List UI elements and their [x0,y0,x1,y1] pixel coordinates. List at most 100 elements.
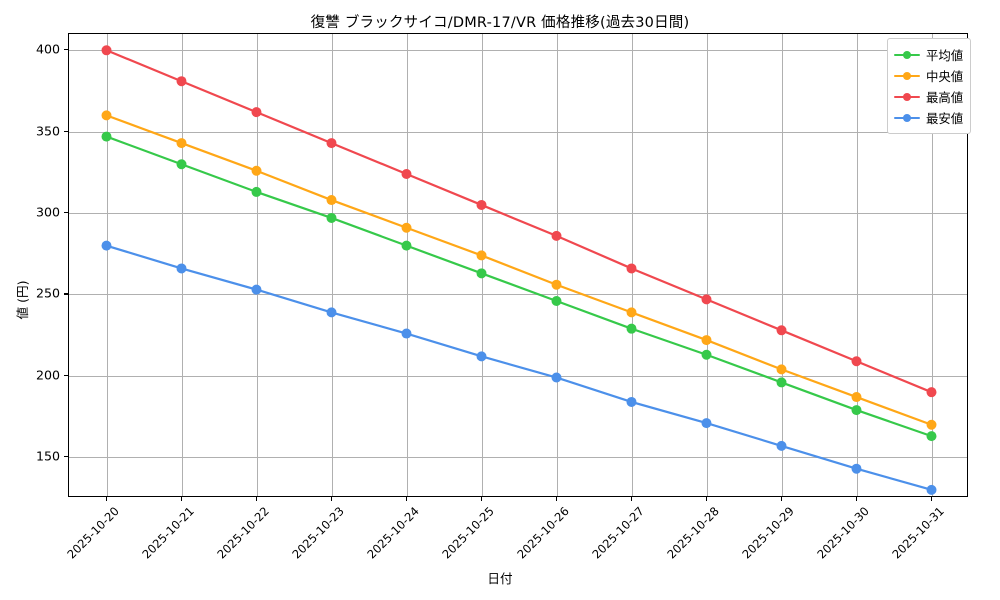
series-line [105,244,933,491]
data-point-marker [626,263,637,274]
gridline-vertical [706,34,708,496]
legend-label: 中央値 [926,68,964,84]
chart-legend: 平均値中央値最高値最安値 [887,38,972,134]
x-tick-mark [405,497,407,501]
y-tick-mark [64,374,68,376]
data-point-marker [251,284,262,295]
y-tick-mark [64,212,68,214]
data-point-marker [776,364,787,375]
data-point-marker [101,131,112,142]
gridline-horizontal [69,131,967,133]
series-lines-and-markers [101,45,937,495]
data-point-marker [476,351,487,362]
gridline-vertical [781,34,783,496]
gridline-horizontal [69,294,967,296]
legend-label: 平均値 [926,47,964,63]
data-point-marker [251,165,262,176]
data-point-marker [176,263,187,274]
x-tick-mark [705,497,707,501]
gridline-vertical [256,34,258,496]
x-tick-mark [105,497,107,501]
y-tick-label: 350 [35,123,60,139]
data-point-marker [926,431,937,442]
x-tick-mark [855,497,857,501]
data-point-marker [776,325,787,336]
data-point-marker [101,45,112,56]
y-tick-mark [64,49,68,51]
data-point-marker [326,212,337,223]
data-point-marker [926,484,937,495]
data-point-marker [476,268,487,279]
gridline-vertical [106,34,108,496]
data-point-marker [551,372,562,383]
data-point-marker [551,296,562,306]
data-point-marker [626,396,637,407]
x-tick-mark [630,497,632,501]
gridline-horizontal [69,50,967,52]
x-axis-label: 日付 [487,571,513,586]
data-point-marker [476,199,487,210]
data-point-marker [401,222,412,233]
legend-label: 最高値 [926,89,964,105]
legend-label: 最安値 [926,110,964,126]
data-point-marker [626,307,637,318]
series-line [105,114,933,426]
data-point-marker [401,328,412,339]
legend-item[interactable]: 最高値 [894,86,963,107]
y-tick-mark [64,293,68,295]
x-tick-mark [930,497,932,501]
chart-title: 復讐 ブラックサイコ/DMR-17/VR 価格推移(過去30日間) [310,15,690,31]
x-tick-mark [180,497,182,501]
legend-swatch-icon [894,112,920,124]
data-point-marker [176,138,187,149]
y-tick-label: 400 [35,41,60,57]
data-point-marker [701,418,712,429]
gridline-vertical [856,34,858,496]
x-tick-mark [255,497,257,501]
y-tick-label: 250 [35,285,60,301]
data-point-marker [551,279,562,290]
data-point-marker [101,110,112,121]
legend-item[interactable]: 最安値 [894,107,963,128]
data-point-marker [326,195,337,206]
data-point-marker [551,230,562,241]
data-point-marker [701,349,712,360]
data-point-marker [326,307,337,318]
series-line [105,49,933,394]
gridline-vertical [331,34,333,496]
x-tick-mark [780,497,782,501]
gridline-vertical [481,34,483,496]
x-tick-mark [480,497,482,501]
data-point-marker [776,377,787,388]
data-point-marker [701,294,712,305]
gridline-horizontal [69,375,967,377]
data-point-marker [851,463,862,474]
gridline-horizontal [69,213,967,215]
data-point-marker [326,138,337,149]
gridline-vertical [931,34,933,496]
gridline-vertical [406,34,408,496]
gridline-horizontal [69,457,967,459]
data-point-marker [851,405,862,416]
y-tick-mark [64,456,68,458]
data-point-marker [401,240,412,251]
y-tick-label: 300 [35,204,60,220]
series-line [105,135,933,438]
data-point-marker [851,392,862,403]
legend-item[interactable]: 中央値 [894,65,963,86]
legend-swatch-icon [894,70,920,82]
data-point-marker [476,250,487,261]
data-point-marker [401,169,412,180]
data-point-marker [926,387,937,398]
data-point-marker [701,335,712,346]
legend-swatch-icon [894,91,920,103]
legend-item[interactable]: 平均値 [894,44,963,65]
x-tick-mark [555,497,557,501]
data-point-marker [101,240,112,251]
legend-swatch-icon [894,49,920,61]
data-point-marker [176,76,187,87]
data-point-marker [626,323,637,334]
plot-area [68,33,968,497]
data-point-marker [926,419,937,430]
